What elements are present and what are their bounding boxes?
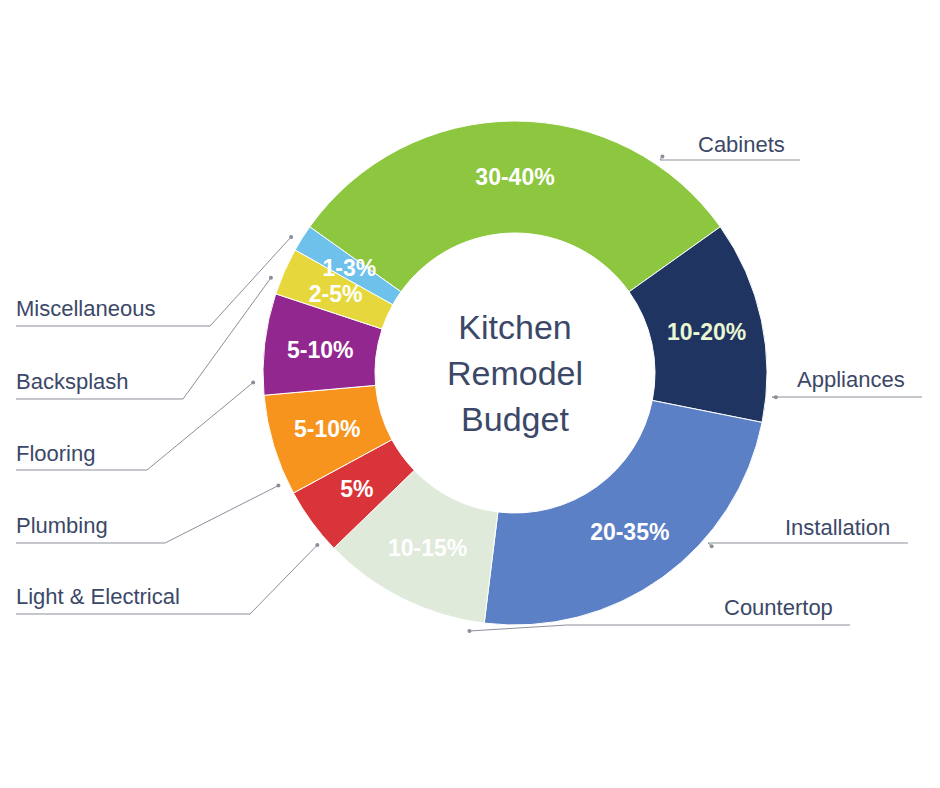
title-line: Remodel bbox=[447, 354, 583, 392]
leader-dot bbox=[315, 543, 319, 547]
data-label: 5-10% bbox=[294, 416, 360, 442]
label-underline bbox=[708, 543, 908, 544]
title-line: Budget bbox=[461, 400, 569, 438]
category-label: Light & Electrical bbox=[16, 584, 180, 609]
label-underline bbox=[16, 326, 210, 327]
data-label: 2-5% bbox=[309, 281, 363, 307]
leader-line bbox=[147, 382, 253, 470]
label-underline bbox=[772, 397, 922, 398]
category-label: Miscellaneous bbox=[16, 296, 155, 321]
category-labels: Cabinets Appliances Installation Countertop… bbox=[16, 132, 922, 633]
data-label: 10-15% bbox=[388, 535, 467, 561]
leader-line bbox=[469, 625, 567, 631]
category-label: Backsplash bbox=[16, 369, 129, 394]
leader-line bbox=[183, 278, 271, 399]
data-label: 5-10% bbox=[287, 337, 353, 363]
label-underline bbox=[567, 625, 850, 626]
leader-dot bbox=[710, 544, 714, 548]
leader-dot bbox=[251, 380, 255, 384]
label-underline bbox=[16, 399, 183, 400]
data-label: 20-35% bbox=[590, 519, 669, 545]
title-line: Kitchen bbox=[458, 308, 571, 346]
data-label: 30-40% bbox=[475, 164, 554, 190]
category-label: Countertop bbox=[724, 595, 833, 620]
slice bbox=[629, 227, 767, 423]
label-underline bbox=[16, 614, 250, 615]
label-underline bbox=[16, 470, 147, 471]
donut-chart: Kitchen Remodel Budget 30-40% 10-20% 20-35% 10… bbox=[0, 0, 940, 788]
leader-line bbox=[250, 545, 317, 614]
category-label: Plumbing bbox=[16, 513, 108, 538]
category-label: Installation bbox=[785, 515, 890, 540]
category-label: Appliances bbox=[797, 367, 905, 392]
leader-dot bbox=[269, 276, 273, 280]
category-label: Flooring bbox=[16, 441, 95, 466]
leader-dot bbox=[276, 484, 280, 488]
leader-line bbox=[210, 237, 291, 326]
data-label: 5% bbox=[340, 476, 373, 502]
slice bbox=[334, 470, 498, 623]
category-label: Cabinets bbox=[698, 132, 785, 157]
slice bbox=[310, 121, 721, 292]
data-label: 1-3% bbox=[323, 255, 377, 281]
data-label: 10-20% bbox=[667, 319, 746, 345]
label-underline bbox=[16, 543, 165, 544]
leader-dot bbox=[467, 629, 471, 633]
slices bbox=[263, 121, 767, 625]
label-underline bbox=[660, 160, 800, 161]
leader-dot bbox=[660, 154, 664, 158]
title: Kitchen Remodel Budget bbox=[447, 308, 583, 438]
chart-root: Kitchen Remodel Budget 30-40% 10-20% 20-35% 10… bbox=[0, 0, 940, 788]
leader-line bbox=[165, 486, 278, 543]
leader-dot bbox=[774, 395, 778, 399]
leader-dot bbox=[289, 235, 293, 239]
